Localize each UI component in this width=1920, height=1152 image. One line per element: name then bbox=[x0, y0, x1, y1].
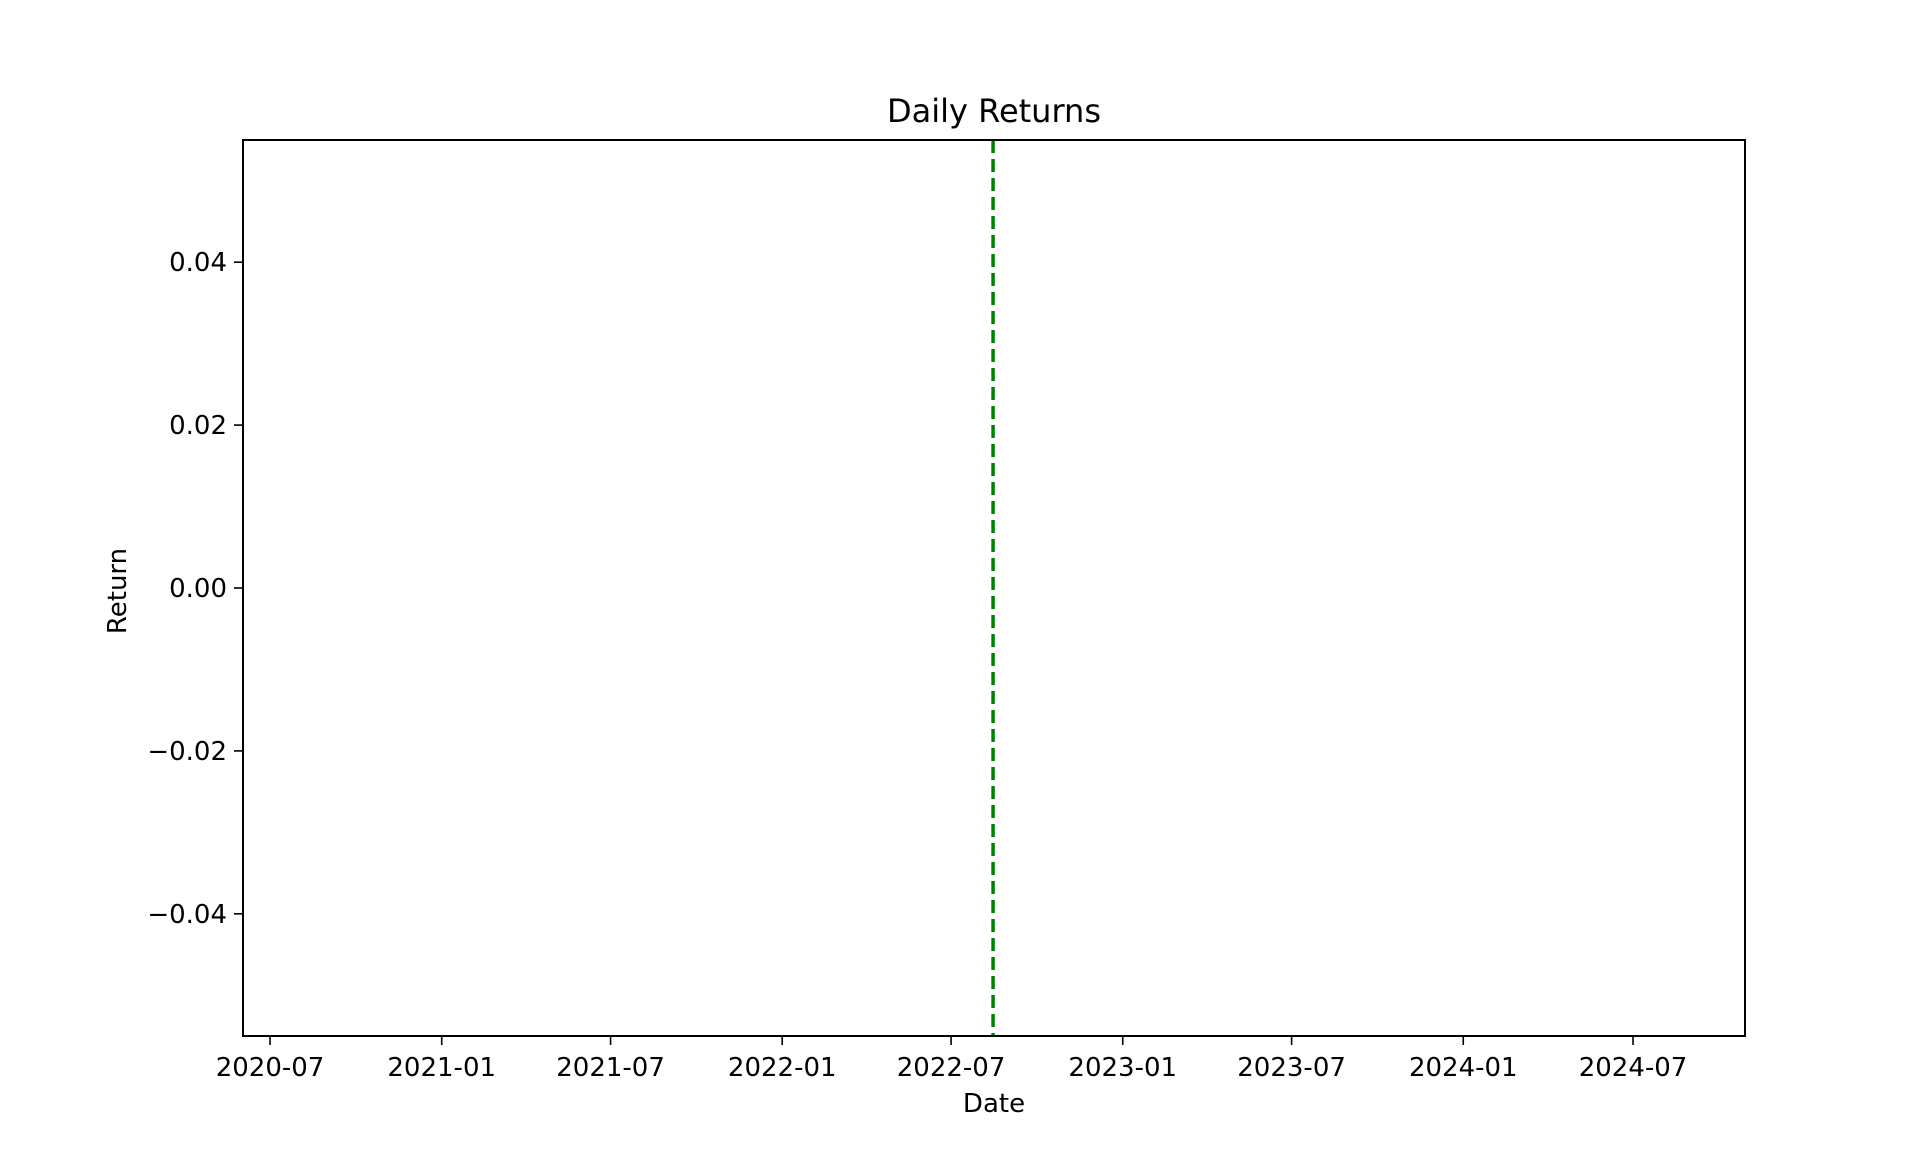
x-tick-label: 2021-07 bbox=[556, 1053, 665, 1083]
x-tick-label: 2021-01 bbox=[387, 1053, 496, 1083]
x-axis-ticks: 2020-07 2021-01 2021-07 2022-01 2022-07 2023-… bbox=[216, 1036, 1688, 1083]
y-tick-label: 0.02 bbox=[169, 411, 227, 441]
x-tick-label: 2023-07 bbox=[1237, 1053, 1346, 1083]
x-tick-label: 2024-01 bbox=[1409, 1053, 1518, 1083]
y-axis-ticks: 0.04 0.02 0.00 −0.02 −0.04 bbox=[147, 248, 243, 930]
y-tick-label: 0.00 bbox=[169, 574, 227, 604]
x-tick-label: 2022-01 bbox=[728, 1053, 837, 1083]
y-tick-label: −0.02 bbox=[147, 737, 227, 767]
x-tick-label: 2020-07 bbox=[216, 1053, 325, 1083]
x-axis-label: Date bbox=[963, 1089, 1025, 1119]
y-tick-label: 0.04 bbox=[169, 248, 227, 278]
x-tick-label: 2023-01 bbox=[1068, 1053, 1177, 1083]
plot-frame bbox=[242, 139, 1746, 1037]
x-tick-label: 2024-07 bbox=[1579, 1053, 1688, 1083]
y-axis-label: Return bbox=[103, 548, 133, 634]
x-tick-label: 2022-07 bbox=[897, 1053, 1006, 1083]
chart-title: Daily Returns bbox=[887, 92, 1101, 130]
y-tick-label: −0.04 bbox=[147, 900, 227, 930]
